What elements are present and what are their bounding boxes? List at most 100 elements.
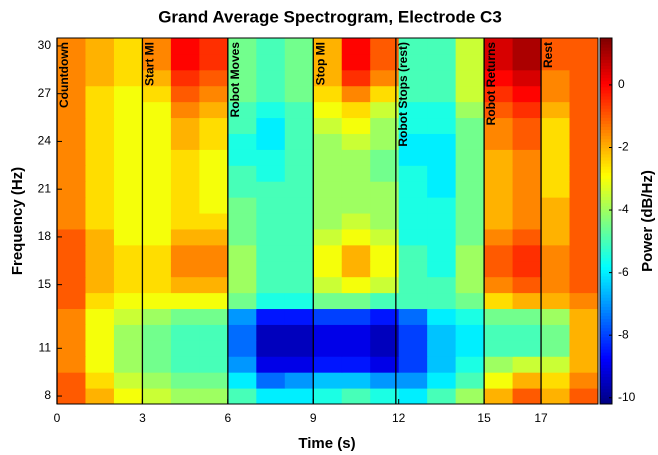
colorbar-label: Power (dB/Hz) bbox=[639, 170, 656, 272]
colorbar-swatch bbox=[600, 92, 612, 97]
colorbar-swatch bbox=[600, 278, 612, 283]
heatmap-cell bbox=[341, 276, 371, 294]
heatmap-cell bbox=[227, 117, 257, 134]
heatmap-cell bbox=[427, 340, 457, 357]
heatmap-cell bbox=[57, 292, 86, 310]
heatmap-cell bbox=[398, 213, 428, 230]
heatmap-cell bbox=[85, 260, 115, 278]
heatmap-cell bbox=[341, 38, 371, 55]
heatmap-cell bbox=[455, 181, 485, 198]
heatmap-cell bbox=[85, 276, 115, 294]
colorbar-swatch bbox=[600, 300, 612, 304]
heatmap-cell bbox=[227, 372, 257, 389]
heatmap-cell bbox=[256, 276, 286, 294]
heatmap-cell bbox=[341, 69, 371, 87]
heatmap-cell bbox=[484, 38, 514, 55]
heatmap-cell bbox=[142, 181, 172, 198]
heatmap-cell bbox=[427, 85, 457, 103]
heatmap-cell bbox=[512, 213, 542, 230]
heatmap-cell bbox=[455, 117, 485, 134]
heatmap-cell bbox=[142, 388, 172, 405]
heatmap-cell bbox=[569, 101, 599, 119]
heatmap-cell bbox=[142, 244, 172, 262]
colorbar-swatch bbox=[600, 285, 612, 289]
event-label: Robot Moves bbox=[228, 42, 242, 118]
heatmap-cell bbox=[170, 276, 200, 294]
colorbar-swatch bbox=[600, 193, 612, 198]
heatmap-cell bbox=[370, 276, 400, 294]
heatmap-cell bbox=[341, 181, 371, 198]
heatmap-cell bbox=[199, 117, 229, 134]
heatmap-cell bbox=[284, 38, 314, 55]
heatmap-cell bbox=[313, 340, 343, 357]
colorbar-swatch bbox=[600, 53, 612, 57]
heatmap-cell bbox=[484, 181, 514, 198]
heatmap-cell bbox=[199, 197, 229, 214]
heatmap-cell bbox=[455, 356, 485, 373]
heatmap-cell bbox=[199, 165, 229, 182]
heatmap-cell bbox=[227, 340, 257, 357]
colorbar-swatch bbox=[600, 111, 612, 115]
heatmap-cell bbox=[398, 308, 428, 325]
heatmap-cell bbox=[370, 356, 400, 373]
heatmap-cell bbox=[57, 228, 86, 246]
heatmap-cell bbox=[455, 292, 485, 310]
colorbar-swatch bbox=[600, 105, 612, 109]
colorbar-swatch bbox=[600, 62, 612, 66]
heatmap-cell bbox=[341, 197, 371, 214]
heatmap-cell bbox=[85, 165, 115, 182]
heatmap-cell bbox=[256, 197, 286, 214]
heatmap-cell bbox=[455, 53, 485, 71]
heatmap-cell bbox=[541, 165, 571, 182]
colorbar-swatch bbox=[600, 236, 612, 240]
heatmap-cell bbox=[569, 356, 599, 373]
heatmap-cell bbox=[170, 85, 200, 103]
heatmap-cell bbox=[57, 69, 86, 87]
plot-frame bbox=[56, 37, 599, 405]
heatmap-cell bbox=[284, 165, 314, 182]
heatmap-cell bbox=[541, 292, 571, 310]
heatmap-cell bbox=[398, 53, 428, 71]
heatmap-cell bbox=[512, 197, 542, 214]
heatmap-cell bbox=[484, 292, 514, 310]
y-tick-label: 15 bbox=[38, 277, 52, 291]
heatmap-cell bbox=[170, 133, 200, 150]
colorbar-swatch bbox=[600, 156, 612, 161]
heatmap-cell bbox=[199, 213, 229, 230]
heatmap-cell bbox=[341, 340, 371, 357]
heatmap-cell bbox=[284, 53, 314, 71]
event-label: Stop MI bbox=[313, 42, 327, 85]
heatmap-cell bbox=[484, 85, 514, 103]
colorbar-tick-label: 0 bbox=[618, 77, 625, 91]
heatmap-cell bbox=[512, 372, 542, 389]
event-label: Robot Returns bbox=[484, 42, 498, 126]
heatmap-cell bbox=[427, 260, 457, 278]
heatmap-cell bbox=[512, 324, 542, 341]
colorbar-swatch bbox=[600, 321, 612, 326]
heatmap-cell bbox=[85, 340, 115, 357]
heatmap-cell bbox=[569, 340, 599, 357]
heatmap-cell bbox=[85, 324, 115, 341]
heatmap-cell bbox=[569, 324, 599, 341]
heatmap-cell bbox=[256, 165, 286, 182]
heatmap-cell bbox=[256, 372, 286, 389]
heatmap-cell bbox=[313, 181, 343, 198]
heatmap-cell bbox=[113, 260, 143, 278]
colorbar-swatch bbox=[600, 245, 612, 249]
heatmap-cell bbox=[484, 53, 514, 71]
heatmap-cell bbox=[455, 244, 485, 262]
heatmap-cell bbox=[512, 356, 542, 373]
heatmap-cell bbox=[455, 69, 485, 87]
heatmap-cell bbox=[256, 69, 286, 87]
heatmap-cell bbox=[57, 340, 86, 357]
heatmap-cell bbox=[85, 101, 115, 119]
colorbar-swatch bbox=[600, 99, 612, 103]
heatmap-cell bbox=[227, 213, 257, 230]
heatmap-cell bbox=[398, 101, 428, 119]
heatmap-cell bbox=[398, 181, 428, 198]
heatmap-cell bbox=[284, 324, 314, 341]
heatmap-cell bbox=[455, 149, 485, 166]
heatmap-cell bbox=[398, 228, 428, 246]
heatmap-cell bbox=[484, 372, 514, 389]
colorbar-swatch bbox=[600, 126, 612, 130]
